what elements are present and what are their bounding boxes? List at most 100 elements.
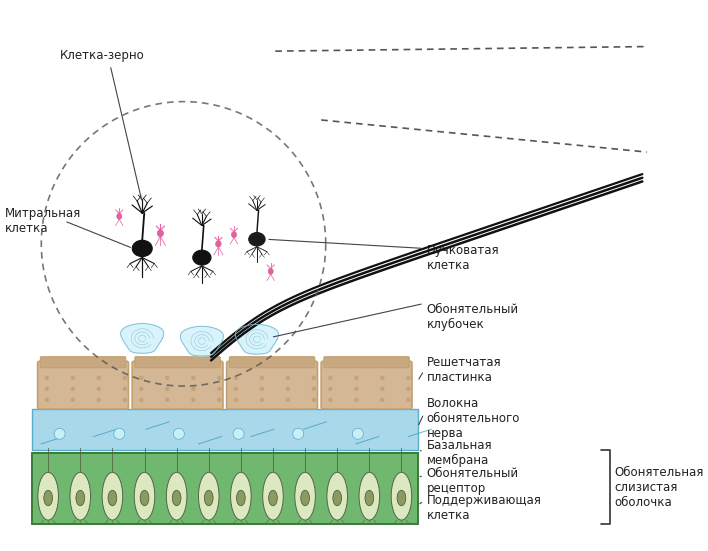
Circle shape xyxy=(114,428,125,439)
Circle shape xyxy=(354,376,359,380)
Text: Поддерживающая
клетка: Поддерживающая клетка xyxy=(427,494,542,522)
Ellipse shape xyxy=(333,490,341,506)
Ellipse shape xyxy=(166,472,187,520)
Text: Клетка-зерно: Клетка-зерно xyxy=(59,49,144,62)
Circle shape xyxy=(312,376,316,380)
FancyBboxPatch shape xyxy=(40,356,126,368)
Ellipse shape xyxy=(117,213,122,219)
Circle shape xyxy=(173,428,185,439)
Circle shape xyxy=(191,397,195,402)
Circle shape xyxy=(45,387,49,391)
Ellipse shape xyxy=(198,472,219,520)
Circle shape xyxy=(71,376,75,380)
Text: Митральная
клетка: Митральная клетка xyxy=(4,207,81,235)
Circle shape xyxy=(234,387,238,391)
Circle shape xyxy=(191,376,195,380)
Polygon shape xyxy=(235,325,278,354)
Circle shape xyxy=(45,397,49,402)
Circle shape xyxy=(122,376,127,380)
Circle shape xyxy=(406,397,411,402)
Ellipse shape xyxy=(157,230,164,237)
Circle shape xyxy=(354,397,359,402)
Circle shape xyxy=(328,397,333,402)
Bar xyxy=(32,453,418,523)
Circle shape xyxy=(234,397,238,402)
FancyBboxPatch shape xyxy=(324,356,409,368)
Circle shape xyxy=(96,376,101,380)
Ellipse shape xyxy=(365,490,374,506)
Bar xyxy=(32,453,418,523)
Circle shape xyxy=(312,397,316,402)
Ellipse shape xyxy=(132,240,152,257)
Text: Базальная
мембрана: Базальная мембрана xyxy=(427,439,492,467)
Ellipse shape xyxy=(102,472,122,520)
Ellipse shape xyxy=(397,490,406,506)
Circle shape xyxy=(122,387,127,391)
Ellipse shape xyxy=(231,472,251,520)
Ellipse shape xyxy=(295,472,315,520)
Circle shape xyxy=(260,397,264,402)
Ellipse shape xyxy=(327,472,348,520)
Bar xyxy=(32,409,418,450)
Circle shape xyxy=(233,428,244,439)
Circle shape xyxy=(406,376,411,380)
Circle shape xyxy=(217,376,222,380)
Circle shape xyxy=(96,397,101,402)
FancyBboxPatch shape xyxy=(229,356,315,368)
Circle shape xyxy=(260,376,264,380)
Circle shape xyxy=(380,397,384,402)
Polygon shape xyxy=(120,323,164,353)
Ellipse shape xyxy=(391,472,412,520)
Circle shape xyxy=(312,387,316,391)
Ellipse shape xyxy=(236,490,245,506)
Text: Обонятельный
клубочек: Обонятельный клубочек xyxy=(427,303,519,331)
Circle shape xyxy=(406,387,411,391)
Ellipse shape xyxy=(172,490,181,506)
Circle shape xyxy=(328,376,333,380)
Ellipse shape xyxy=(301,490,309,506)
Ellipse shape xyxy=(44,490,52,506)
Ellipse shape xyxy=(193,250,211,265)
Ellipse shape xyxy=(135,472,155,520)
Circle shape xyxy=(165,397,170,402)
Ellipse shape xyxy=(205,490,213,506)
Ellipse shape xyxy=(76,490,85,506)
Circle shape xyxy=(54,428,65,439)
Text: Решетчатая
пластинка: Решетчатая пластинка xyxy=(427,356,501,385)
Circle shape xyxy=(165,376,170,380)
Circle shape xyxy=(285,397,290,402)
Ellipse shape xyxy=(232,231,236,237)
Ellipse shape xyxy=(140,490,149,506)
FancyBboxPatch shape xyxy=(135,356,220,368)
Text: Пучковатая
клетка: Пучковатая клетка xyxy=(427,244,499,272)
Circle shape xyxy=(292,428,304,439)
Ellipse shape xyxy=(38,472,59,520)
Ellipse shape xyxy=(268,268,273,274)
Circle shape xyxy=(217,397,222,402)
Circle shape xyxy=(191,387,195,391)
Circle shape xyxy=(380,387,384,391)
Ellipse shape xyxy=(249,233,265,246)
Circle shape xyxy=(71,387,75,391)
Circle shape xyxy=(139,387,144,391)
Circle shape xyxy=(139,397,144,402)
Circle shape xyxy=(217,387,222,391)
Circle shape xyxy=(122,397,127,402)
Circle shape xyxy=(234,376,238,380)
FancyBboxPatch shape xyxy=(132,361,223,409)
Circle shape xyxy=(260,387,264,391)
FancyBboxPatch shape xyxy=(321,361,412,409)
Ellipse shape xyxy=(268,490,278,506)
Text: Обонятельный
рецептор: Обонятельный рецептор xyxy=(427,467,519,495)
Text: Обонятельная
слизистая
оболочка: Обонятельная слизистая оболочка xyxy=(615,466,704,509)
FancyBboxPatch shape xyxy=(38,361,128,409)
Circle shape xyxy=(353,428,363,439)
Circle shape xyxy=(328,387,333,391)
Circle shape xyxy=(285,376,290,380)
Circle shape xyxy=(96,387,101,391)
Ellipse shape xyxy=(70,472,91,520)
Ellipse shape xyxy=(108,490,117,506)
Circle shape xyxy=(354,387,359,391)
Circle shape xyxy=(45,376,49,380)
Text: Волокна
обонятельного
нерва: Волокна обонятельного нерва xyxy=(427,397,520,440)
